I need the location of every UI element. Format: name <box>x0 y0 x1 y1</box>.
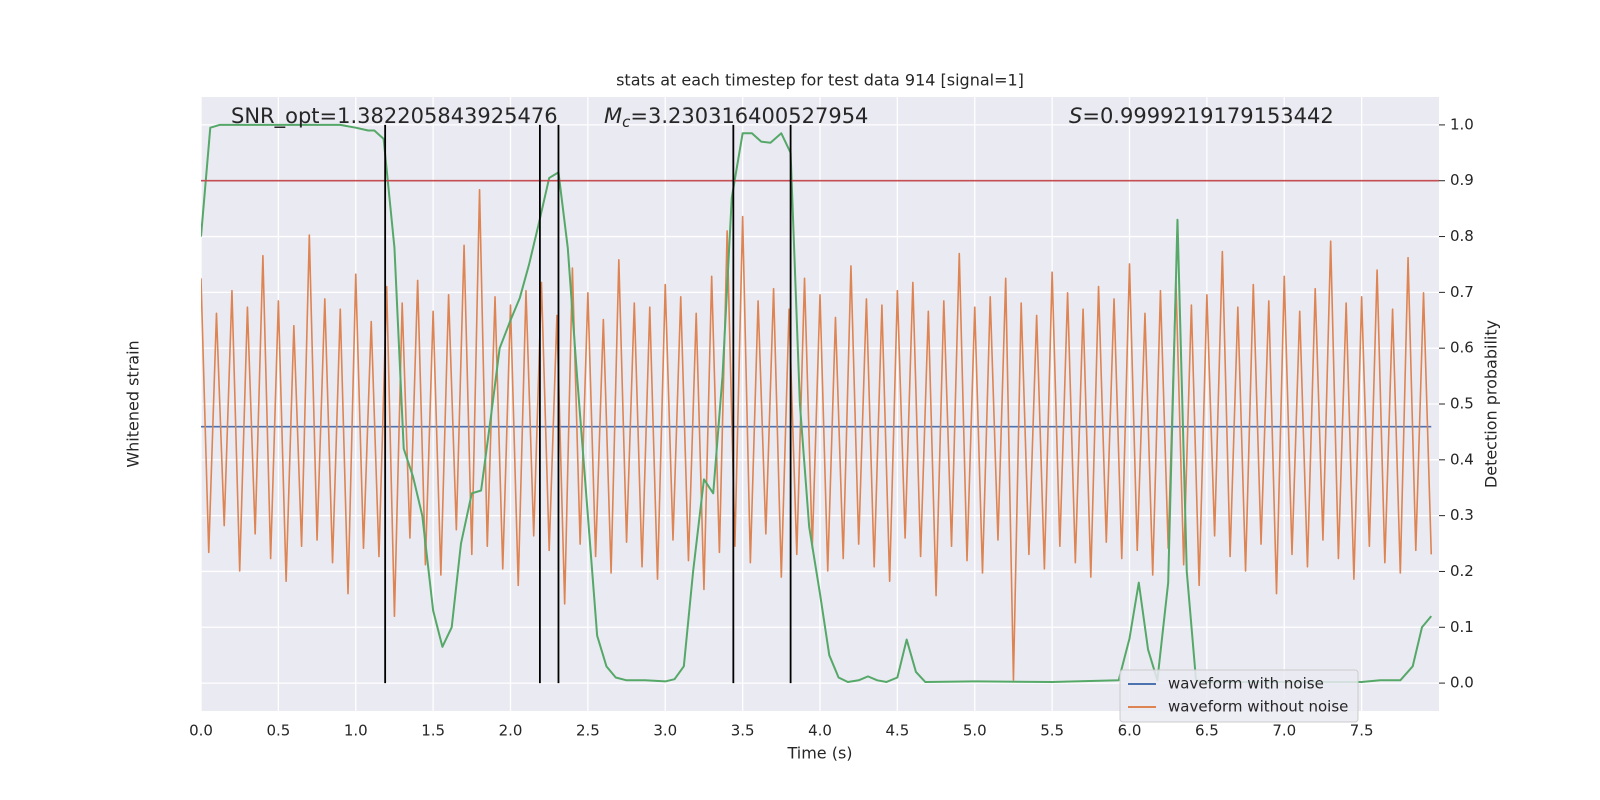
x-tick-label: 1.5 <box>421 722 445 740</box>
annotation-text: =0.9999219179153442 <box>1082 104 1333 128</box>
legend-label: waveform without noise <box>1168 698 1348 716</box>
legend-box <box>1119 669 1359 723</box>
x-tick-label: 2.0 <box>499 722 523 740</box>
y2-tick-label: 0.3 <box>1450 506 1474 524</box>
x-tick-label: 5.0 <box>963 722 987 740</box>
y2-tick-label: 0.5 <box>1450 395 1474 413</box>
annotation-symbol: M <box>604 104 622 128</box>
overlay: 0.0 0.5 1.0 1.5 2.0 2.5 3.0 3.5 4.0 4.5 5.0 5.5 6.0 6… <box>189 104 1474 740</box>
x-tick-label: 7.5 <box>1350 722 1374 740</box>
x-tick-label: 0.0 <box>189 722 213 740</box>
plot-area <box>201 123 1439 684</box>
chart-title: stats at each timestep for test data 914… <box>616 71 1024 90</box>
x-tick-label: 1.0 <box>344 722 368 740</box>
y2-tick-label: 0.6 <box>1450 339 1474 357</box>
legend: waveform with noise waveform without nois… <box>1119 669 1359 723</box>
series-line <box>201 123 1433 683</box>
y-axis-label: Whitened strain <box>124 340 143 467</box>
x-axis-label: Time (s) <box>786 744 852 763</box>
y2-tick-label: 0.7 <box>1450 283 1474 301</box>
x-tick-label: 6.5 <box>1195 722 1219 740</box>
x-tick-label: 7.0 <box>1272 722 1296 740</box>
y2-tick-label: 0.4 <box>1450 450 1474 468</box>
annotation-text: =3.230316400527954 <box>630 104 868 128</box>
annotation-subscript: c <box>622 113 631 131</box>
annotation-symbol: S <box>1069 104 1082 128</box>
y2-tick-label: 0.1 <box>1450 618 1474 636</box>
x-tick-label: 0.5 <box>266 722 290 740</box>
x-tick-label: 3.5 <box>731 722 755 740</box>
y2-tick-label: 0.8 <box>1450 227 1474 245</box>
y2-tick-label: 0.0 <box>1450 674 1474 692</box>
annotation-text: SNR_opt=1.382205843925476 <box>231 104 558 129</box>
annotation: SNR_opt=1.382205843925476 <box>231 104 558 129</box>
x-tick-label: 3.0 <box>653 722 677 740</box>
annotation: S=0.9999219179153442 <box>1069 104 1334 128</box>
x-tick-label: 4.5 <box>885 722 909 740</box>
x-tick-label: 2.5 <box>576 722 600 740</box>
annotation: Mc=3.230316400527954 <box>604 104 868 131</box>
y2-tick-label: 0.9 <box>1450 171 1474 189</box>
y2-axis-label: Detection probability <box>1482 320 1501 488</box>
legend-label: waveform with noise <box>1168 675 1324 693</box>
x-tick-label: 4.0 <box>808 722 832 740</box>
series-line <box>201 188 1433 681</box>
y2-tick-label: 1.0 <box>1450 115 1474 133</box>
x-tick-label: 5.5 <box>1040 722 1064 740</box>
y2-tick-label: 0.2 <box>1450 562 1474 580</box>
x-tick-label: 6.0 <box>1118 722 1142 740</box>
